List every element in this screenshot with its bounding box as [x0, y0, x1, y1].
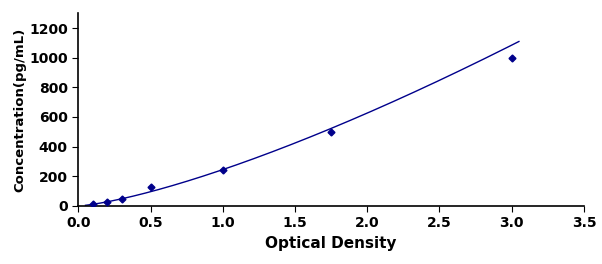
Y-axis label: Concentration(pg/mL): Concentration(pg/mL) [13, 27, 26, 192]
X-axis label: Optical Density: Optical Density [265, 236, 397, 251]
